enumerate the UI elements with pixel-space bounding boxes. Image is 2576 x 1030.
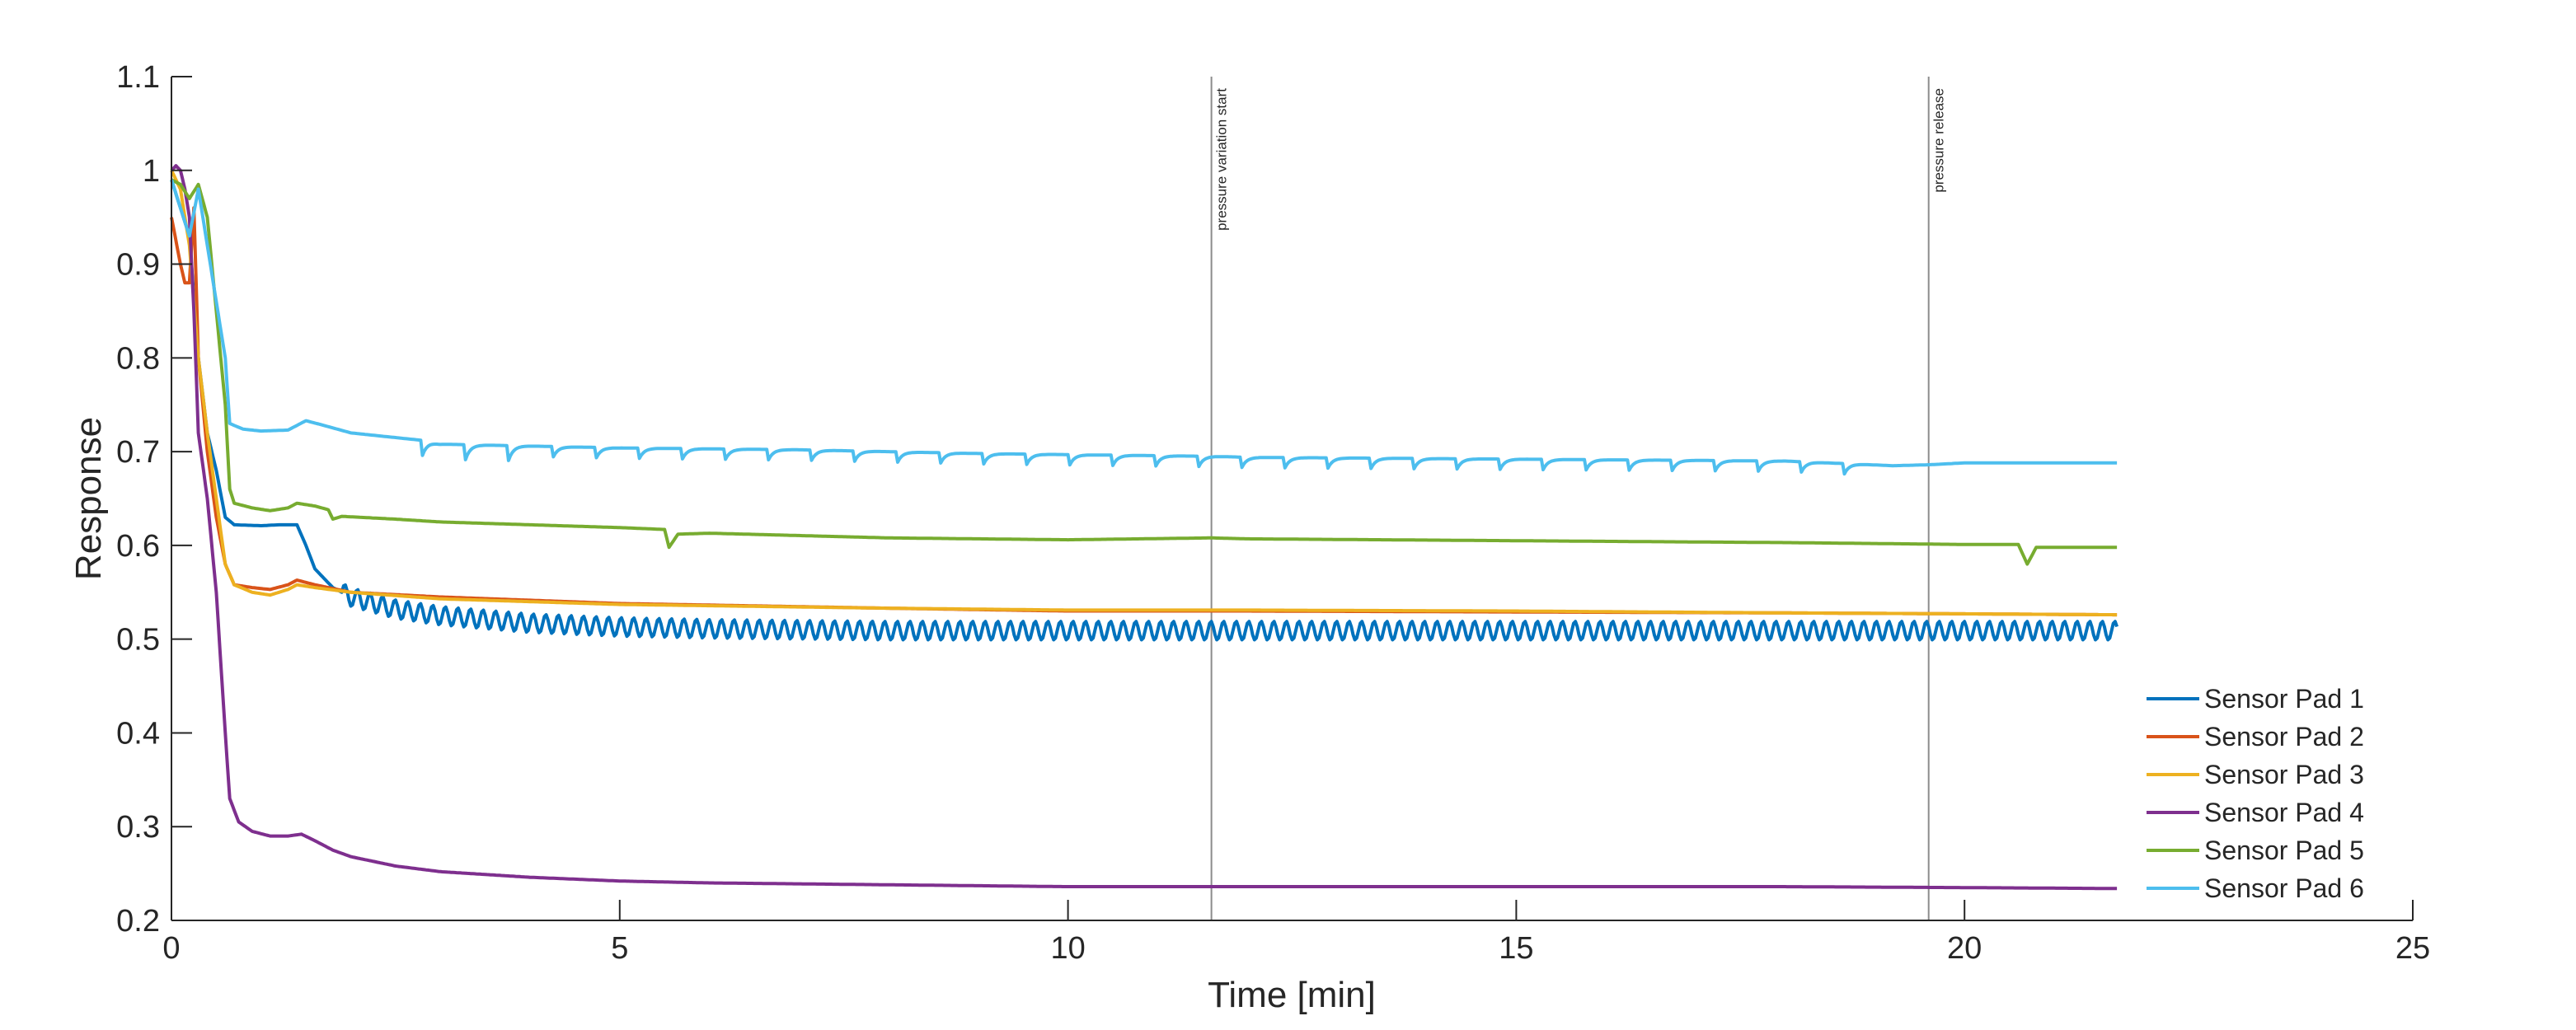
x-axis-label: Time [min]	[1208, 975, 1376, 1015]
y-tick-label: 0.4	[116, 716, 160, 751]
legend-label: Sensor Pad 6	[2204, 873, 2364, 903]
x-tick-layer: 0 5 10 15 20 25	[162, 900, 2430, 966]
y-tick-label: 0.7	[116, 435, 160, 470]
legend-label: Sensor Pad 1	[2204, 684, 2364, 714]
legend-label: Sensor Pad 4	[2204, 798, 2364, 827]
series-layer	[170, 164, 2119, 891]
series-line-sensor-pad-3	[170, 169, 2118, 617]
y-axis-label: Response	[68, 417, 109, 580]
y-tick-label: 0.6	[116, 529, 160, 564]
series-line-sensor-pad-1	[170, 179, 2119, 642]
legend-label: Sensor Pad 2	[2204, 722, 2364, 751]
annotation-layer: pressure variation start pressure release	[1210, 77, 1947, 920]
x-tick-label: 5	[611, 931, 628, 966]
annotation-label: pressure release	[1931, 88, 1947, 193]
y-tick-label: 0.3	[116, 810, 160, 845]
y-tick-label: 1	[143, 154, 160, 189]
y-tick-label: 0.2	[116, 904, 160, 939]
y-tick-label: 0.8	[116, 341, 160, 376]
legend: Sensor Pad 1 Sensor Pad 2 Sensor Pad 3 Sens…	[2147, 684, 2364, 903]
x-tick-label: 15	[1499, 931, 1533, 966]
x-tick-label: 10	[1050, 931, 1085, 966]
annotation-label: pressure variation start	[1214, 88, 1230, 231]
y-tick-layer: 0.2 0.3 0.4 0.5 0.6 0.7 0.8 0.9 1 1.1	[116, 60, 192, 939]
x-tick-label: 25	[2395, 931, 2430, 966]
x-tick-label: 20	[1947, 931, 1982, 966]
y-tick-label: 0.9	[116, 248, 160, 283]
legend-label: Sensor Pad 3	[2204, 760, 2364, 789]
series-line-sensor-pad-5	[171, 178, 2118, 566]
y-tick-label: 0.5	[116, 623, 160, 658]
x-tick-label: 0	[162, 931, 180, 966]
legend-label: Sensor Pad 5	[2204, 836, 2364, 865]
y-tick-label: 1.1	[116, 60, 160, 95]
series-line-sensor-pad-4	[170, 164, 2118, 891]
series-line-sensor-pad-6	[170, 179, 2118, 476]
